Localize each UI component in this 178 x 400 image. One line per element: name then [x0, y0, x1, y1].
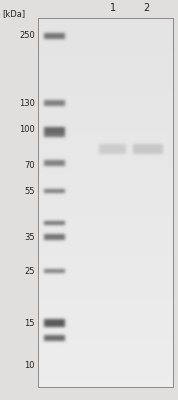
Text: 100: 100	[19, 126, 35, 134]
Text: 15: 15	[25, 318, 35, 328]
Text: 70: 70	[24, 162, 35, 170]
Text: 25: 25	[25, 266, 35, 276]
Text: 130: 130	[19, 98, 35, 108]
Text: 35: 35	[24, 232, 35, 242]
Text: 10: 10	[25, 360, 35, 370]
Text: 2: 2	[144, 3, 150, 13]
Text: 55: 55	[25, 186, 35, 196]
Text: 1: 1	[110, 3, 116, 13]
Text: 250: 250	[19, 32, 35, 40]
Text: [kDa]: [kDa]	[2, 10, 25, 18]
